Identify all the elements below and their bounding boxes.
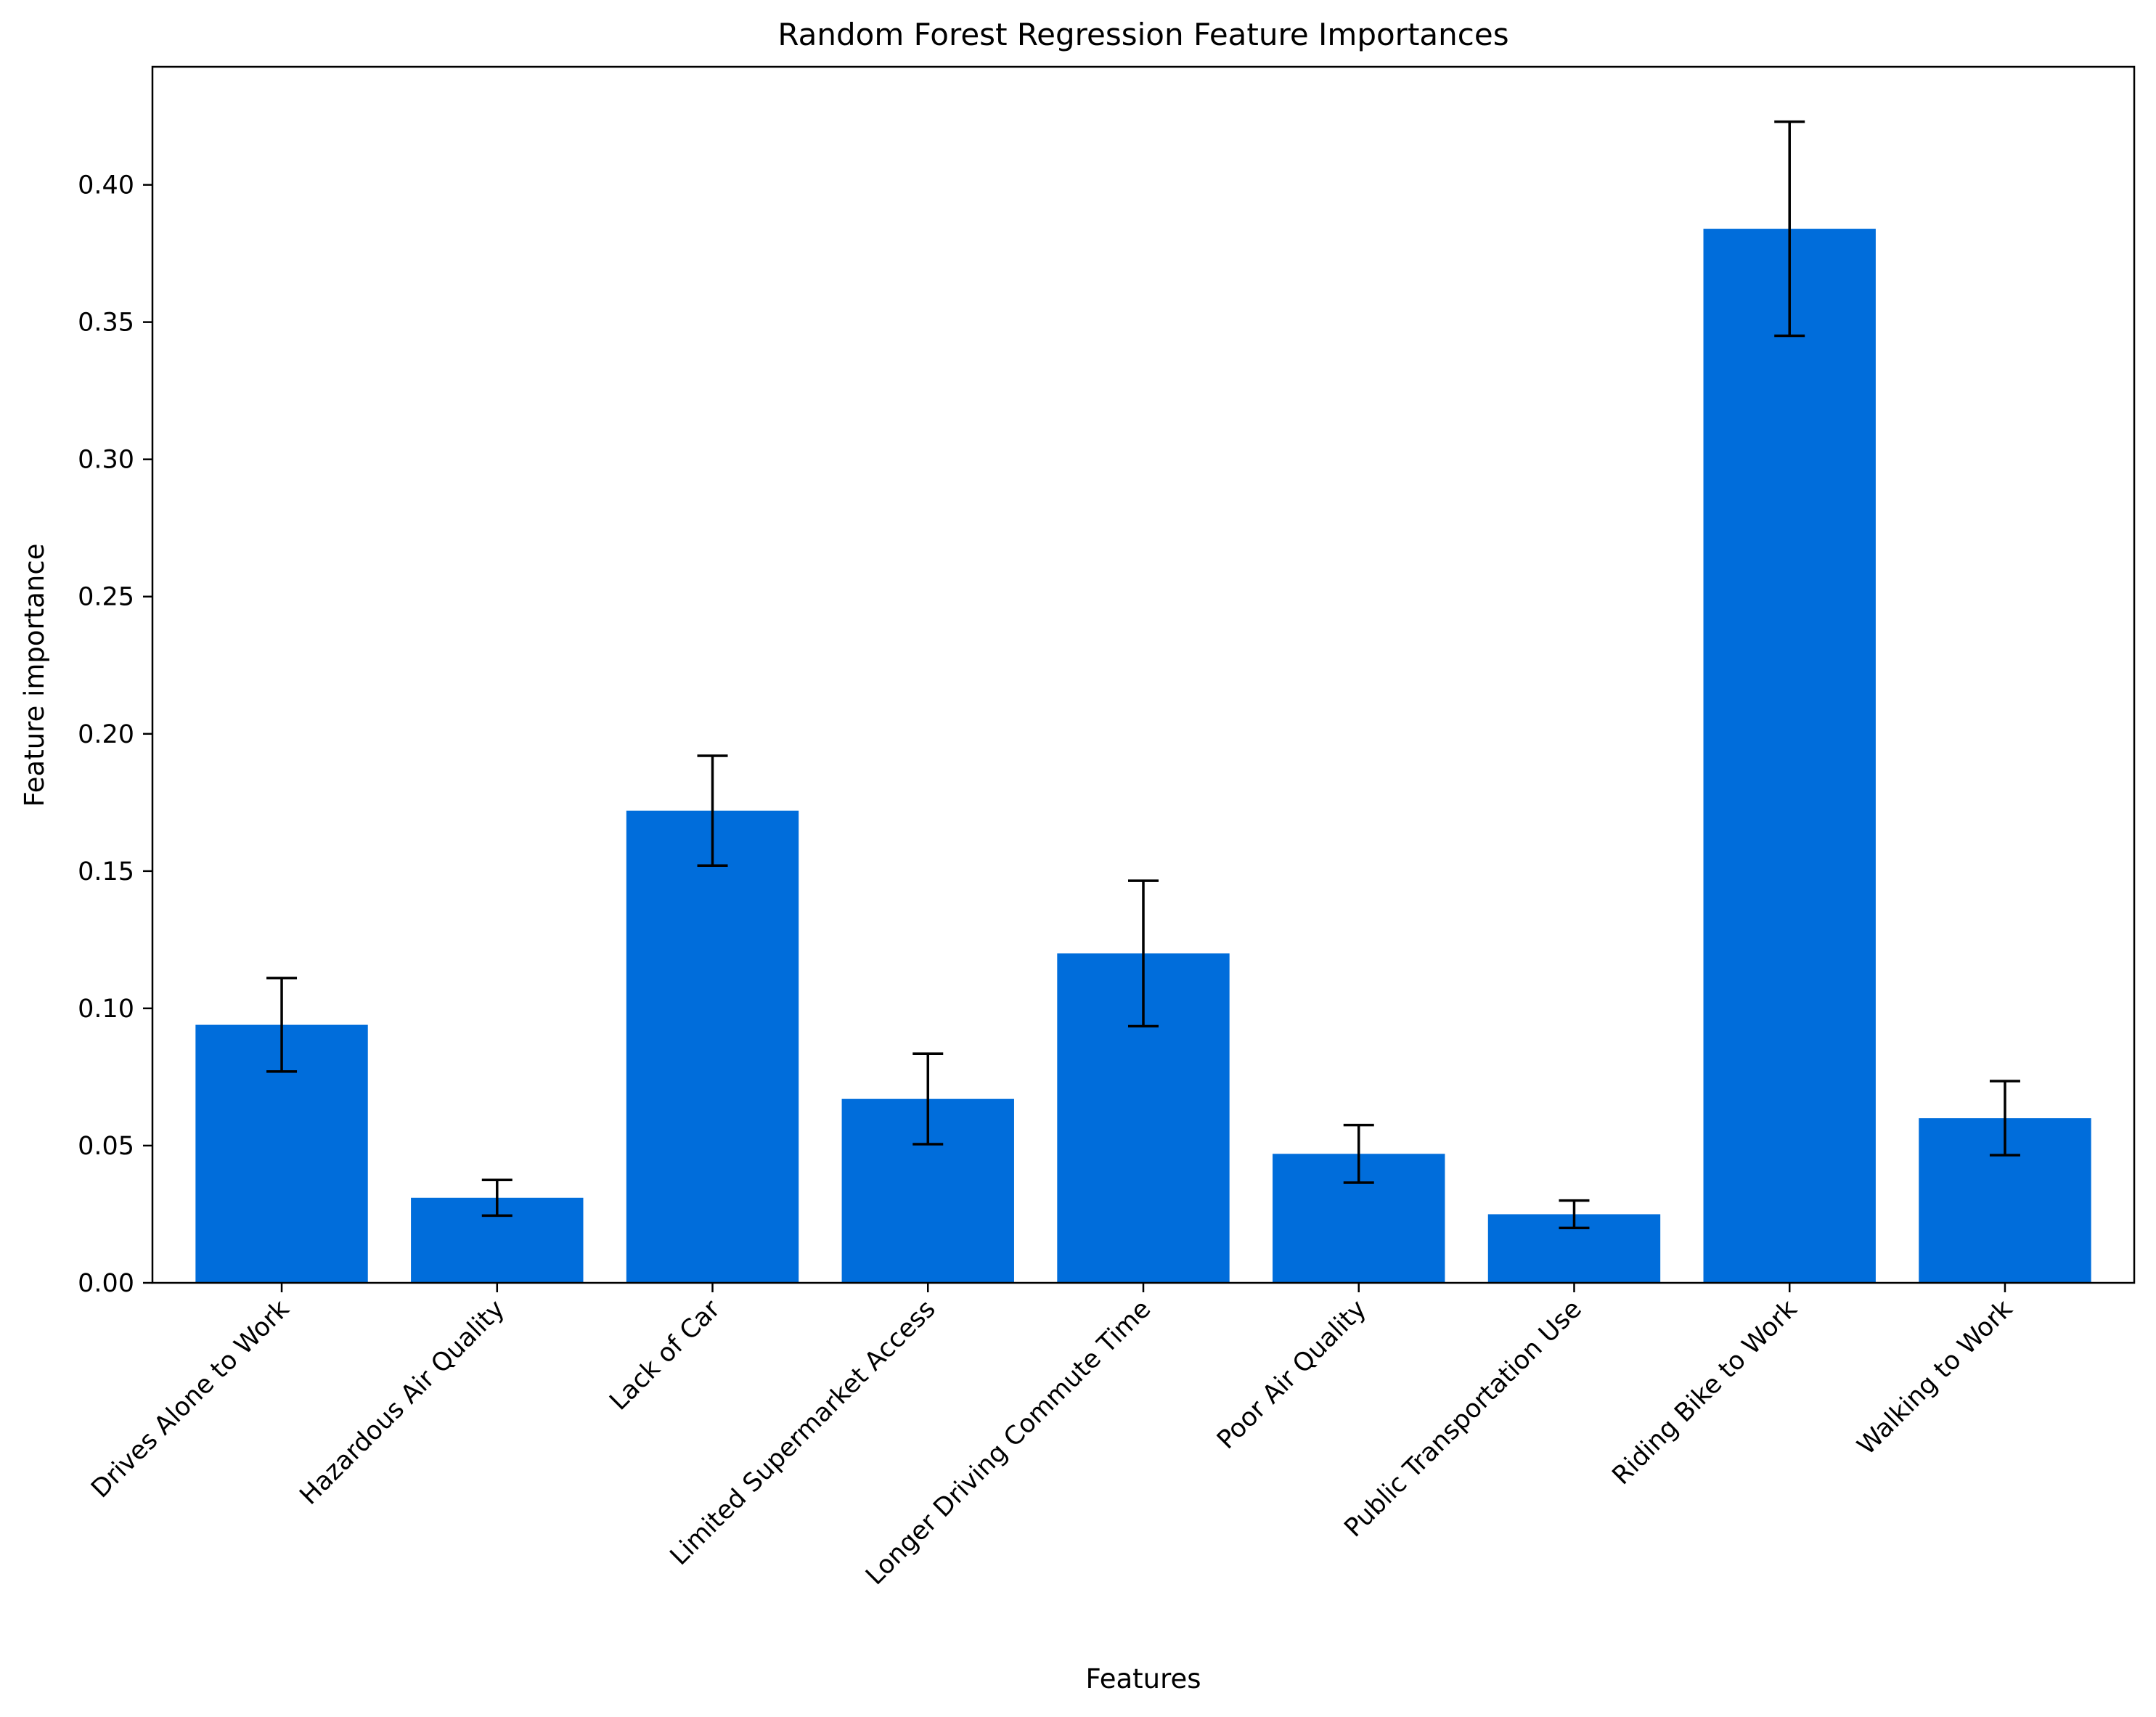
x-tick-label: Riding Bike to Work [1607,1294,1804,1491]
plot-frame [151,65,2136,1284]
chart-title: Random Forest Regression Feature Importa… [777,17,1508,52]
x-axis: Drives Alone to Work Hazardous Air Qualit… [86,1283,2019,1591]
y-axis: 0.00 0.05 0.10 0.15 0.20 0.25 0.30 0.35 0.40 [78,171,152,1298]
x-tick-label: Limited Supermarket Access [665,1294,942,1571]
x-tick-label: Hazardous Air Quality [295,1294,511,1511]
y-tick-label: 0.05 [78,1132,134,1161]
x-tick-label: Walking to Work [1852,1294,2019,1461]
y-tick-label: 0.30 [78,446,134,475]
x-tick-label: Drives Alone to Work [86,1294,295,1504]
bar [626,810,799,1283]
y-tick-label: 0.25 [78,583,134,612]
bar [1703,229,1876,1283]
error-bars-group [266,120,2020,1230]
x-axis-label: Features [1085,1663,1201,1694]
bars-group [195,229,2091,1283]
y-tick-label: 0.10 [78,995,134,1024]
y-tick-label: 0.35 [78,309,134,338]
x-tick-label: Public Transportation Use [1339,1294,1588,1543]
y-axis-label: Feature importance [19,544,50,807]
x-tick-label: Lack of Car [604,1294,726,1416]
y-tick-label: 0.15 [78,857,134,886]
y-tick-label: 0.40 [78,171,134,200]
y-tick-label: 0.00 [78,1269,134,1298]
x-tick-label: Poor Air Quality [1212,1294,1372,1455]
y-tick-label: 0.20 [78,720,134,749]
